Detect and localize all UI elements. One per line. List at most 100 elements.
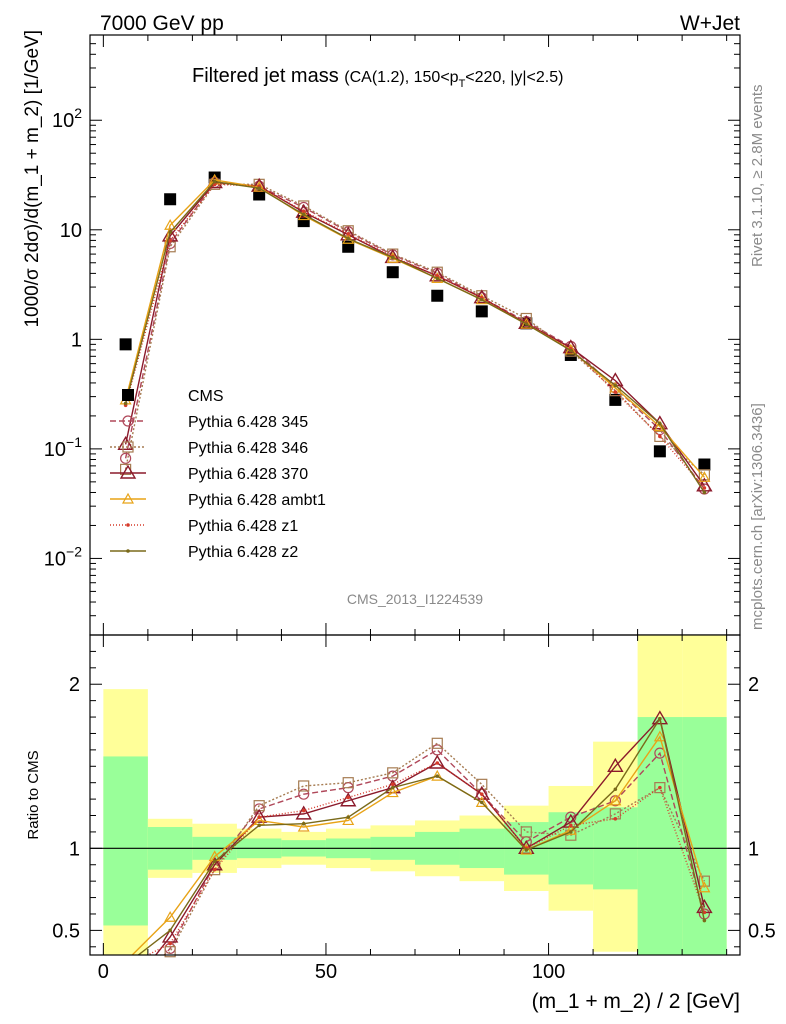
data-point-ambt1 (342, 232, 355, 244)
data-point-z2 (524, 322, 529, 326)
main-ytick-label: 102 (52, 105, 82, 132)
ratio-xtick-label: 100 (532, 961, 565, 983)
main-ytick-label: 10−2 (44, 543, 82, 570)
ratio-point-ambt1 (386, 786, 399, 798)
ratio-point-z2 (257, 823, 261, 828)
ratio-ylabel: Ratio to CMS (25, 750, 42, 839)
data-point-cms (653, 445, 666, 458)
data-point-p370 (295, 203, 312, 218)
ratio-series-z2 (137, 716, 707, 955)
data-point-p346 (342, 225, 354, 237)
data-point-z2 (301, 212, 306, 217)
series-line-p346 (124, 183, 705, 476)
series-line-z1 (124, 183, 705, 489)
main-ytick-label-base: 10 (44, 548, 66, 570)
data-point-z2 (257, 186, 261, 190)
ratio-point-p346 (520, 826, 532, 838)
ratio-point-ambt1 (431, 769, 444, 781)
ratio-point-z1 (390, 782, 395, 787)
data-point-ambt1 (698, 471, 711, 482)
ratio-point-z2 (702, 918, 707, 923)
ratio-point-z2 (613, 787, 618, 792)
ratio-ytick-label: 1 (69, 838, 80, 860)
legend-label-z1: Pythia 6.428 z1 (188, 518, 298, 535)
data-point-cms (475, 305, 488, 318)
ratio-line-ambt1 (131, 735, 706, 955)
ratio-point-p346 (431, 737, 443, 749)
data-point-z1 (613, 390, 618, 394)
ratio-point-z2 (390, 785, 395, 790)
ratio-point-ambt1 (698, 881, 711, 893)
data-point-z2 (702, 490, 707, 495)
ratio-xlabel: (m_1 + m_2) / 2 [GeV] (532, 990, 740, 1013)
ratio-ytick-label: 2 (69, 674, 80, 696)
legend-entry-p346: Pythia 6.428 346 (110, 440, 308, 457)
main-ytick-label-exp: 2 (74, 105, 82, 121)
ratio-point-ambt1 (653, 730, 666, 742)
rivet-label: Rivet 3.1.10, ≥ 2.8M events (749, 85, 766, 268)
ratio-point-p370 (429, 754, 446, 769)
main-ytick-label-exp: −2 (66, 543, 82, 559)
data-point-cms (119, 338, 132, 351)
legend-label-p346: Pythia 6.428 346 (188, 440, 308, 457)
main-ytick-label-base: 10 (44, 439, 66, 461)
ratio-point-p370 (295, 805, 312, 820)
ratio-point-z2 (435, 774, 440, 778)
data-point-z1 (658, 434, 662, 439)
ratio-point-z1 (613, 816, 618, 821)
ratio-line-z2 (137, 716, 706, 955)
data-point-p370 (117, 435, 134, 451)
legend-entry-z2: Pythia 6.428 z2 (110, 544, 298, 561)
data-point-z2 (212, 179, 217, 184)
data-point-z2 (346, 236, 351, 241)
ratio-line-p370 (154, 717, 706, 955)
data-point-p345 (120, 452, 132, 464)
ratio-band-green (103, 756, 148, 926)
legend-entry-p345: Pythia 6.428 345 (110, 414, 308, 431)
legend-marker-z2 (126, 549, 130, 553)
ratio-point-ambt1 (297, 820, 310, 832)
data-point-p346 (654, 430, 666, 443)
ratio-point-z1 (435, 761, 440, 765)
data-point-ambt1 (253, 180, 266, 192)
ratio-point-p345 (298, 788, 310, 800)
ratio-point-p346 (298, 780, 310, 792)
legend-label-cms: CMS (188, 388, 224, 405)
ratio-point-z1 (658, 785, 662, 790)
ratio-ytick-label-right: 2 (748, 674, 759, 696)
ratio-band-green (637, 717, 683, 955)
ratio-point-z2 (479, 800, 484, 805)
legend-entry-cms: CMS (122, 388, 224, 405)
ratio-point-p370 (518, 839, 535, 855)
data-point-z1 (346, 231, 351, 236)
ratio-point-z1 (569, 823, 573, 828)
legend-entry-z1: Pythia 6.428 z1 (110, 518, 298, 535)
legend-marker-p345 (122, 415, 134, 427)
data-point-ambt1 (297, 209, 310, 221)
ratio-point-z1 (346, 795, 351, 800)
plot-title-sub-sub: T (459, 78, 466, 90)
ratio-point-z1 (212, 867, 217, 872)
data-point-p370 (429, 267, 446, 282)
main-ytick-label: 10−1 (44, 434, 82, 461)
legend-label-ambt1: Pythia 6.428 ambt1 (188, 492, 326, 509)
ratio-point-z2 (524, 848, 529, 852)
legend-marker-ambt1 (121, 492, 135, 504)
data-point-ambt1 (386, 251, 399, 263)
data-point-z2 (479, 297, 484, 302)
ratio-point-p370 (651, 710, 669, 725)
ratio-ytick-label-right: 0.5 (748, 920, 776, 942)
data-point-cms (386, 266, 399, 279)
data-point-cms (698, 458, 711, 471)
data-point-ambt1 (520, 317, 533, 329)
ratio-point-ambt1 (164, 911, 177, 922)
header-left: 7000 GeV pp (100, 12, 224, 35)
ratio-line-p346 (166, 742, 706, 955)
ratio-point-z2 (301, 821, 306, 826)
ratio-point-p346 (342, 777, 354, 789)
ratio-point-ambt1 (475, 796, 488, 807)
data-point-z2 (123, 401, 128, 406)
legend: CMS Pythia 6.428 345 Pythia 6.428 346 Pythi… (110, 388, 326, 561)
ratio-xtick-label: 50 (315, 961, 337, 983)
data-point-z2 (658, 421, 662, 426)
